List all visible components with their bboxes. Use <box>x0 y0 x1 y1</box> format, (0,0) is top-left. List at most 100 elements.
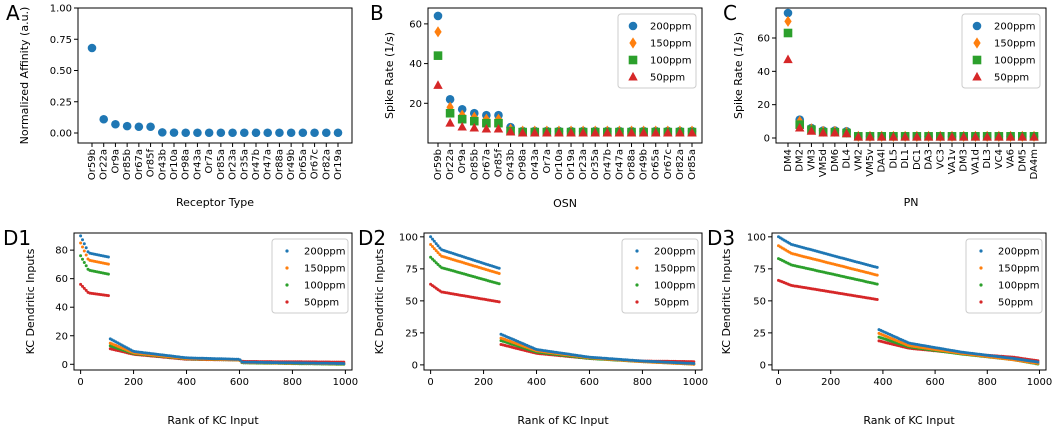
data-point-200ppm <box>445 95 455 104</box>
data-point <box>432 247 436 251</box>
x-tick-label: Or7a <box>204 149 215 173</box>
x-tick-label: Or43b <box>506 149 517 180</box>
data-point <box>204 128 214 138</box>
x-tick-label: Or85f <box>146 149 157 178</box>
x-tick-label: 800 <box>283 377 302 388</box>
panel-letter: C <box>723 1 737 25</box>
data-point-50ppm <box>566 127 576 137</box>
x-tick-label: Or98a <box>181 149 192 180</box>
data-point-50ppm <box>626 127 637 137</box>
data-point <box>146 122 155 132</box>
data-point <box>251 128 261 138</box>
legend-label: 50ppm <box>654 298 689 309</box>
data-point-50ppm <box>469 122 480 132</box>
x-axis-label: Rank of KC Input <box>167 414 259 427</box>
legend-marker <box>285 283 289 287</box>
x-tick-label: Or23a <box>578 149 589 180</box>
x-tick-label: VM3 <box>806 149 817 171</box>
x-tick-label: Or35a <box>590 149 601 180</box>
data-point <box>99 114 109 124</box>
data-point <box>298 128 308 138</box>
y-tick-label: 20 <box>55 331 68 342</box>
legend-label: 150ppm <box>998 264 1040 275</box>
data-point-100ppm <box>445 108 455 118</box>
data-point <box>497 272 501 275</box>
x-tick-label: Or82a <box>321 149 332 180</box>
data-point <box>106 294 110 298</box>
data-point <box>497 282 501 286</box>
x-tick-label: Or85f <box>493 149 504 178</box>
legend-marker <box>629 37 637 49</box>
data-point-50ppm <box>900 132 910 141</box>
x-tick-label: 200 <box>821 377 840 388</box>
data-point <box>429 235 433 239</box>
x-tick-label: Or7a <box>542 149 553 173</box>
y-tick-label: 0.00 <box>50 129 72 140</box>
legend-marker <box>972 21 982 31</box>
data-point-200ppm <box>433 11 443 21</box>
y-tick-label: 60 <box>55 274 68 285</box>
data-point-50ppm <box>505 126 516 136</box>
data-point-50ppm <box>923 132 934 141</box>
panel-letter: D1 <box>3 226 31 250</box>
data-point-50ppm <box>663 127 673 137</box>
y-tick-label: 0 <box>412 360 418 371</box>
x-tick-label: Or9a <box>110 149 121 173</box>
x-tick-label: VM2 <box>853 149 864 171</box>
data-point <box>239 128 249 138</box>
data-point <box>875 282 879 286</box>
data-point <box>181 128 191 138</box>
x-tick-label: DL3 <box>982 149 993 169</box>
y-tick-label: 40 <box>409 59 422 70</box>
data-point-50ppm <box>970 132 981 141</box>
legend-marker <box>979 283 983 287</box>
x-tick-label: Or59b <box>87 149 98 180</box>
x-tick-label: Or88a <box>274 149 285 180</box>
x-tick-label: Or19a <box>333 149 344 180</box>
x-tick-label: 600 <box>230 377 249 388</box>
x-tick-label: Or47b <box>251 149 262 180</box>
data-point <box>82 286 86 290</box>
plot-frame-D2 <box>423 232 703 371</box>
data-point-50ppm <box>947 132 957 141</box>
data-point-50ppm <box>493 123 504 133</box>
x-tick-label: DA4l <box>877 149 888 173</box>
legend-label: 100ppm <box>304 281 346 292</box>
x-tick-label: Or88a <box>627 149 638 180</box>
data-point <box>431 237 434 241</box>
data-point <box>432 239 436 243</box>
legend-label: 100ppm <box>998 281 1040 292</box>
x-tick-label: Or85b <box>469 149 480 180</box>
x-tick-label: VA6 <box>1006 149 1017 168</box>
data-point-100ppm <box>494 118 503 128</box>
x-axis-label: PN <box>904 196 919 209</box>
x-tick-label: Or65a <box>651 149 662 180</box>
x-tick-label: DL5 <box>888 149 899 169</box>
legend-label: 200ppm <box>994 22 1036 33</box>
y-tick-label: 75 <box>405 264 418 275</box>
y-tick-label: 50 <box>753 296 766 307</box>
data-point-50ppm <box>876 132 887 141</box>
x-tick-label: Or47a <box>614 149 625 180</box>
x-tick-label: Or23a <box>228 149 239 180</box>
x-tick-label: DL4 <box>842 149 853 169</box>
legend-C <box>961 13 1041 89</box>
data-point-50ppm <box>530 127 540 137</box>
x-tick-label: Or19a <box>566 149 577 180</box>
x-tick-label: 1000 <box>333 377 358 388</box>
series-200ppm <box>79 234 346 366</box>
data-point <box>263 128 273 138</box>
data-point <box>432 259 436 263</box>
data-point <box>106 272 110 276</box>
legend-label: 50ppm <box>650 73 685 84</box>
y-tick-label: 20 <box>409 99 422 110</box>
legend-marker <box>635 249 639 253</box>
legend-label: 150ppm <box>304 264 346 275</box>
data-point-50ppm <box>445 117 455 127</box>
panel-D1: D1 0 20 40 60 80 KC Dendritic Inputs 0 200 400 600… <box>3 226 358 427</box>
data-point-50ppm <box>818 127 828 137</box>
legend-label: 200ppm <box>998 247 1040 258</box>
data-point <box>310 128 319 138</box>
x-tick-label: Or47b <box>602 149 613 180</box>
y-tick-label: 0.25 <box>50 97 72 108</box>
